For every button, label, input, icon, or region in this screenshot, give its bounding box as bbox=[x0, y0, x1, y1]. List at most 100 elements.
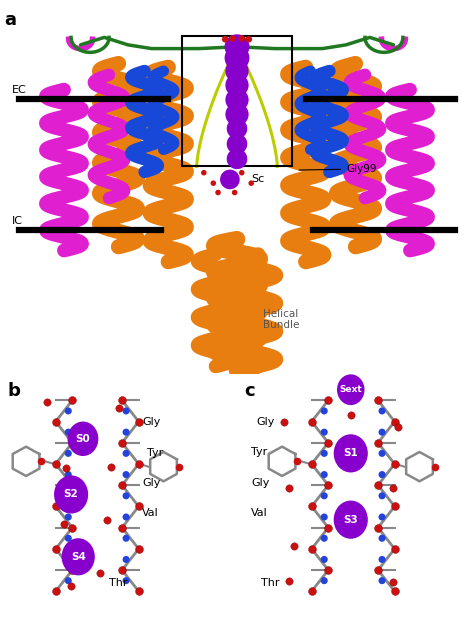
Point bbox=[118, 523, 126, 533]
Point bbox=[233, 42, 241, 52]
Point bbox=[122, 512, 130, 522]
Point bbox=[210, 178, 217, 189]
Text: Thr: Thr bbox=[109, 578, 128, 589]
Point bbox=[64, 427, 72, 437]
Point bbox=[67, 581, 75, 591]
Point bbox=[378, 576, 386, 586]
Point bbox=[391, 586, 398, 596]
Bar bbox=[182, 36, 292, 166]
Point bbox=[391, 459, 398, 469]
Point bbox=[324, 565, 332, 575]
Point bbox=[391, 544, 398, 554]
Point bbox=[320, 512, 328, 522]
Point bbox=[378, 554, 386, 565]
Point bbox=[118, 438, 126, 448]
Text: S4: S4 bbox=[71, 552, 86, 562]
Point bbox=[60, 518, 68, 528]
Point bbox=[233, 95, 241, 105]
Point bbox=[324, 480, 332, 490]
Point bbox=[118, 480, 126, 490]
Point bbox=[378, 533, 386, 543]
Point bbox=[64, 576, 72, 586]
Point bbox=[320, 533, 328, 543]
Point bbox=[308, 544, 315, 554]
Point bbox=[118, 565, 126, 575]
Point bbox=[52, 501, 60, 511]
Point bbox=[320, 470, 328, 480]
Point bbox=[378, 427, 386, 437]
Text: Gly99: Gly99 bbox=[299, 164, 376, 174]
Point bbox=[374, 395, 382, 405]
Point bbox=[122, 554, 130, 565]
Point bbox=[378, 470, 386, 480]
Point bbox=[96, 567, 103, 578]
Text: S2: S2 bbox=[64, 489, 79, 500]
Point bbox=[122, 533, 130, 543]
Circle shape bbox=[62, 538, 95, 575]
Point bbox=[64, 449, 72, 459]
Circle shape bbox=[334, 435, 368, 472]
Point bbox=[122, 427, 130, 437]
Point bbox=[221, 34, 229, 44]
Point bbox=[324, 438, 332, 448]
Point bbox=[320, 427, 328, 437]
Point bbox=[64, 470, 72, 480]
Point bbox=[68, 480, 76, 490]
Text: Val: Val bbox=[142, 508, 159, 518]
Point bbox=[64, 491, 72, 501]
Point bbox=[374, 523, 382, 533]
Point bbox=[378, 512, 386, 522]
Point bbox=[391, 501, 398, 511]
Point bbox=[44, 397, 51, 407]
Point bbox=[293, 456, 301, 466]
Point bbox=[135, 459, 142, 469]
Point bbox=[68, 565, 76, 575]
Text: S0: S0 bbox=[75, 434, 91, 443]
Point bbox=[320, 491, 328, 501]
Point bbox=[238, 33, 246, 43]
Point bbox=[233, 123, 241, 134]
Point bbox=[308, 586, 315, 596]
Point bbox=[118, 395, 126, 405]
Text: Tyr: Tyr bbox=[251, 447, 267, 457]
Point bbox=[324, 395, 332, 405]
Point bbox=[247, 178, 255, 189]
Text: Gly: Gly bbox=[142, 417, 161, 427]
Point bbox=[37, 456, 46, 466]
Text: a: a bbox=[5, 12, 17, 29]
Point bbox=[320, 576, 328, 586]
Point bbox=[64, 512, 72, 522]
Point bbox=[308, 417, 315, 427]
Point bbox=[233, 139, 241, 149]
Circle shape bbox=[67, 422, 99, 456]
Point bbox=[431, 461, 438, 472]
Point bbox=[103, 514, 110, 525]
Point bbox=[285, 482, 293, 493]
Text: IC: IC bbox=[12, 216, 23, 226]
Point bbox=[394, 422, 402, 432]
Text: Sext: Sext bbox=[339, 385, 362, 394]
Point bbox=[290, 541, 298, 551]
Point bbox=[64, 533, 72, 543]
Point bbox=[390, 482, 397, 493]
Text: EC: EC bbox=[12, 86, 27, 95]
Point bbox=[214, 187, 222, 197]
Text: Val: Val bbox=[251, 508, 268, 518]
Text: Sc: Sc bbox=[251, 174, 264, 185]
Text: Tyr: Tyr bbox=[147, 449, 163, 458]
Point bbox=[64, 554, 72, 565]
Point bbox=[122, 449, 130, 459]
Text: S3: S3 bbox=[343, 514, 358, 525]
Circle shape bbox=[54, 475, 88, 514]
Point bbox=[238, 167, 246, 178]
Point bbox=[115, 403, 122, 413]
Point bbox=[347, 410, 355, 420]
Point bbox=[233, 53, 241, 63]
Point bbox=[320, 406, 328, 416]
Point bbox=[391, 417, 398, 427]
Point bbox=[175, 461, 183, 472]
Text: S1: S1 bbox=[343, 449, 358, 458]
Point bbox=[245, 34, 253, 44]
Point bbox=[374, 480, 382, 490]
Point bbox=[308, 459, 315, 469]
